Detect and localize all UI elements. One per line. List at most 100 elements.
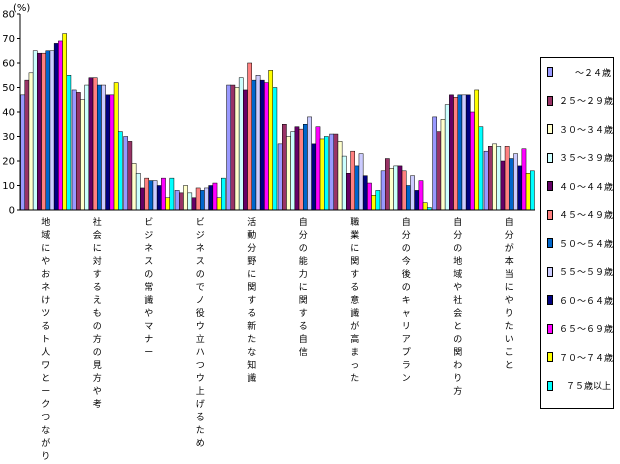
bar <box>251 79 257 211</box>
bar <box>418 180 424 211</box>
bar <box>465 94 471 211</box>
x-category-label: 自分の地域や社会との関わり方 <box>453 218 463 397</box>
bar <box>66 75 72 211</box>
bar <box>140 187 145 211</box>
legend-item: ３０～３４歳 <box>547 121 614 137</box>
bar <box>453 97 458 211</box>
bar <box>478 126 484 211</box>
bar <box>375 190 381 211</box>
bar <box>474 89 479 211</box>
bar <box>521 148 527 211</box>
bar <box>371 195 376 211</box>
legend-item: ３５～３９歳 <box>547 150 614 166</box>
legend-item: ４５～４９歳 <box>547 207 613 223</box>
bar <box>53 43 59 211</box>
x-category-label: ビジネスの常識やマナー <box>144 218 154 358</box>
bar <box>333 133 339 211</box>
bar <box>496 146 502 211</box>
y-tick-label: 20 <box>2 157 15 168</box>
y-tick-label: 80 <box>2 10 15 21</box>
x-category-label: 自分が本当にやりたいこと <box>504 218 514 371</box>
bar <box>49 50 55 211</box>
bar <box>208 185 214 211</box>
bar <box>277 143 283 211</box>
bar <box>113 82 119 211</box>
bar <box>401 170 407 211</box>
legend-item: ７０～７４歳 <box>547 349 613 365</box>
bar <box>216 197 222 211</box>
bar <box>243 89 248 211</box>
bar <box>530 170 535 211</box>
legend-swatch <box>547 209 553 220</box>
chart-plot: 0 10 20 30 40 50 60 70 80 (%) <box>2 3 535 217</box>
bar <box>169 177 175 211</box>
legend-swatch <box>547 152 553 163</box>
bar <box>324 136 329 211</box>
bar <box>307 116 312 211</box>
bar <box>444 104 450 211</box>
legend-label: ～２４歳 <box>574 68 611 79</box>
bar <box>268 70 273 211</box>
bar <box>135 173 141 211</box>
bar <box>32 50 38 211</box>
bar <box>62 33 67 211</box>
legend-label: ３５～３９歳 <box>559 154 614 164</box>
legend-item: ６５～６９歳 <box>547 321 613 337</box>
bar <box>255 75 261 211</box>
bar <box>37 52 42 211</box>
bar <box>165 197 171 211</box>
bar <box>131 163 137 211</box>
bar <box>174 190 180 211</box>
bar <box>393 165 399 211</box>
bar <box>92 77 98 211</box>
bar <box>148 180 154 211</box>
bar <box>303 124 308 211</box>
legend-swatch <box>547 238 553 248</box>
bar <box>212 182 218 211</box>
y-axis-label: (%) <box>13 3 30 14</box>
bar <box>350 150 355 211</box>
bar <box>118 131 123 211</box>
bar <box>28 72 34 211</box>
bar <box>84 84 90 211</box>
bar <box>272 87 278 211</box>
y-tick-label: 0 <box>9 206 15 217</box>
bar <box>406 185 411 211</box>
legend-label: ７５歳以上 <box>565 382 611 392</box>
bar <box>461 94 467 211</box>
bar <box>504 146 510 211</box>
y-tick-label: 10 <box>2 181 15 192</box>
chart-legend: ～２４歳 ２５～２９歳 ３０～３４歳 ３５～３９歳 ４０～４４歳 ４５～４９歳 ５０～５４歳… <box>540 57 614 409</box>
x-category-label: 社会に対するえもの方の見方や考 <box>92 218 102 410</box>
bar <box>432 116 437 211</box>
bar <box>71 89 77 211</box>
bar <box>440 119 446 211</box>
legend-swatch <box>547 95 553 106</box>
legend-item: ４０～４４歳 <box>547 178 613 194</box>
bar <box>204 187 209 211</box>
x-category-label: 活動分野に関する新たな知識 <box>247 218 257 384</box>
bar <box>286 136 291 211</box>
bar <box>513 153 518 211</box>
bar <box>183 185 188 211</box>
bar <box>179 192 184 211</box>
legend-label: ６０～６４歳 <box>559 296 614 307</box>
bar <box>247 62 253 211</box>
bar <box>101 84 106 211</box>
bar <box>358 153 364 211</box>
bar <box>191 197 197 211</box>
legend-label: ２５～２９歳 <box>559 97 614 107</box>
bar <box>161 177 166 211</box>
bar <box>259 79 265 211</box>
bar <box>367 182 372 211</box>
y-tick-label: 40 <box>2 108 15 119</box>
bar <box>58 40 63 211</box>
bar <box>410 175 415 211</box>
bar <box>195 187 201 211</box>
bar <box>389 168 394 211</box>
bar <box>337 141 343 211</box>
x-category-label: 自分の能力に関する自信 <box>298 218 308 358</box>
legend-item: ７５歳以上 <box>547 378 611 394</box>
legend-label: ３０～３４歳 <box>559 125 614 136</box>
bar <box>290 131 296 211</box>
